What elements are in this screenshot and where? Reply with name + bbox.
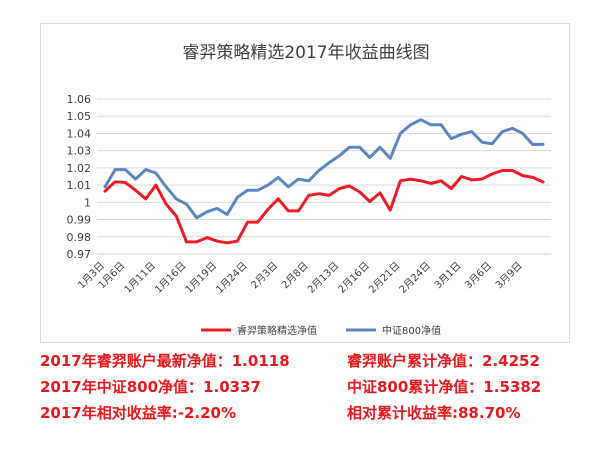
summary-relative-return-2017: 2017年相对收益率:-2.20% bbox=[40, 404, 237, 422]
series-line-csi800 bbox=[103, 118, 545, 220]
summary-relative-cumulative-return: 相对累计收益率:88.70% bbox=[347, 404, 521, 422]
y-tick-label: 1.03 bbox=[67, 145, 92, 158]
summary-ruiyi-2017-nav: 2017年睿羿账户最新净值：1.0118 bbox=[40, 352, 290, 370]
legend-label-csi800: 中证800净值 bbox=[382, 324, 441, 337]
y-tick-label: 1.06 bbox=[67, 93, 92, 106]
y-tick-label: 1.02 bbox=[67, 162, 92, 175]
summary-csi800-2017-nav: 2017年中证800净值：1.0337 bbox=[40, 378, 261, 396]
series-line-ruiyi bbox=[103, 169, 545, 245]
x-tick-label: 2月24日 bbox=[397, 260, 433, 296]
x-tick-label: 3月6日 bbox=[463, 260, 495, 292]
chart-title: 睿羿策略精选2017年收益曲线图 bbox=[182, 43, 429, 63]
x-tick-label: 1月16日 bbox=[152, 260, 188, 296]
x-tick-label: 1月24日 bbox=[214, 260, 250, 296]
summary-csi800-cumulative-nav: 中证800累计净值：1.5382 bbox=[347, 378, 542, 396]
chart-frame: 睿羿策略精选2017年收益曲线图 0.97 0.98 0.99 1 1.01 1.02 1.0… bbox=[40, 23, 570, 343]
y-tick-label: 0.98 bbox=[67, 231, 92, 244]
legend-label-ruiyi: 睿羿策略精选净值 bbox=[237, 324, 317, 337]
y-tick-label: 0.97 bbox=[67, 248, 92, 261]
x-tick-label: 1月11日 bbox=[122, 260, 158, 296]
summary-ruiyi-cumulative-nav: 睿羿账户累计净值：2.4252 bbox=[347, 352, 540, 370]
line-chart: 睿羿策略精选2017年收益曲线图 0.97 0.98 0.99 1 1.01 1.02 1.0… bbox=[67, 43, 551, 337]
x-tick-label: 2月16日 bbox=[336, 260, 372, 296]
x-tick-label: 2月13日 bbox=[305, 260, 341, 296]
x-tick-label: 2月3日 bbox=[249, 260, 281, 292]
y-tick-label: 1.04 bbox=[67, 127, 92, 140]
y-tick-label: 1 bbox=[84, 196, 91, 209]
y-tick-label: 1.05 bbox=[67, 110, 92, 123]
x-tick-label: 1月19日 bbox=[183, 260, 219, 296]
y-tick-label: 0.99 bbox=[67, 214, 92, 227]
x-tick-label: 3月1日 bbox=[432, 260, 464, 292]
x-tick-label: 2月21日 bbox=[366, 260, 402, 296]
y-tick-label: 1.01 bbox=[67, 179, 92, 192]
x-tick-label: 3月9日 bbox=[493, 260, 525, 292]
